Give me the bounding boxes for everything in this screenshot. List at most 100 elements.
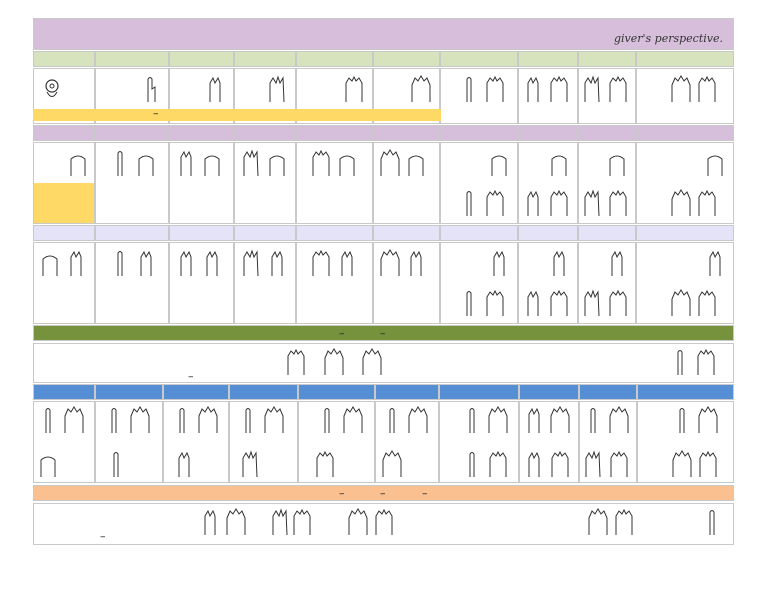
- hand-sign-icon: [671, 189, 691, 217]
- hand-sign-icon: [344, 75, 364, 103]
- hand-sign-icon: [608, 289, 628, 317]
- hand-sign-icon: [264, 406, 284, 434]
- hand-sign-icon: [524, 450, 544, 478]
- hand-sign-icon: [485, 189, 505, 217]
- hand-sign-icon: [267, 249, 287, 277]
- bottom-row: –: [33, 503, 734, 545]
- hand-sign-icon: [524, 406, 544, 434]
- hand-sign-icon: [311, 149, 331, 177]
- peach-section-bar: – – –: [33, 485, 734, 501]
- hand-sign-icon: [411, 75, 431, 103]
- hand-sign-icon: [176, 249, 196, 277]
- hand-sign-icon: [523, 75, 543, 103]
- title-text: giver's perspective.: [613, 32, 723, 45]
- fist-hand-icon: [68, 149, 88, 177]
- hand-sign-icon: [488, 406, 508, 434]
- hand-sign-icon: [462, 406, 482, 434]
- fist-hand-icon: [549, 149, 569, 177]
- hand-sign-icon: [608, 189, 628, 217]
- fist-hand-icon: [136, 149, 156, 177]
- lavender-header-row: [33, 225, 734, 241]
- hand-sign-icon: [130, 406, 150, 434]
- fist-hand-icon: [705, 149, 725, 177]
- hand-sign-icon: [286, 348, 306, 376]
- hand-sign-icon: [462, 450, 482, 478]
- hand-sign-icon: [240, 450, 260, 478]
- yellow-highlight-bar: –: [33, 109, 441, 121]
- plain-row: –: [33, 343, 734, 383]
- mauve-header-row: [33, 125, 734, 141]
- dash-text: –: [422, 487, 428, 500]
- hand-sign-icon: [104, 406, 124, 434]
- fist-hand-icon: [489, 149, 509, 177]
- hand-sign-icon: [337, 249, 357, 277]
- hand-sign-icon: [582, 75, 602, 103]
- olive-section-bar: – –: [33, 325, 734, 341]
- dash-text: –: [153, 109, 159, 120]
- hand-sign-icon: [38, 406, 58, 434]
- hand-sign-icon: [549, 249, 569, 277]
- hand-sign-icon: [485, 289, 505, 317]
- hand-sign-icon: [696, 348, 716, 376]
- hand-sign-icon: [140, 75, 160, 103]
- hand-sign-icon: [200, 508, 220, 536]
- hand-sign-icon: [488, 450, 508, 478]
- dash-text: –: [188, 370, 194, 383]
- hand-sign-icon: [348, 508, 368, 536]
- hand-sign-icon: [382, 450, 402, 478]
- hand-sign-icon: [317, 406, 337, 434]
- hand-sign-icon: [226, 508, 246, 536]
- hand-sign-icon: [362, 348, 382, 376]
- hand-sign-icon: [66, 249, 86, 277]
- hand-sign-icon: [523, 189, 543, 217]
- hand-sign-icon: [583, 450, 603, 478]
- hand-sign-icon: [672, 406, 692, 434]
- row-3: [33, 242, 734, 324]
- hand-sign-icon: [697, 189, 717, 217]
- hand-sign-icon: [588, 508, 608, 536]
- hand-sign-icon: [374, 508, 394, 536]
- hand-sign-icon: [614, 508, 634, 536]
- hand-sign-icon: [64, 406, 84, 434]
- hand-sign-icon: [380, 149, 400, 177]
- hand-sign-icon: [459, 189, 479, 217]
- fist-hand-icon: [38, 450, 58, 478]
- hand-sign-icon: [671, 289, 691, 317]
- hand-sign-icon: [609, 450, 629, 478]
- hand-sign-icon: [110, 249, 130, 277]
- hand-sign-icon: [549, 189, 569, 217]
- hand-sign-icon: [324, 348, 344, 376]
- dash-text: –: [380, 487, 386, 500]
- hand-sign-icon: [705, 249, 725, 277]
- hand-sign-icon: [583, 406, 603, 434]
- hand-sign-icon: [582, 189, 602, 217]
- hand-sign-icon: [609, 406, 629, 434]
- hand-sign-icon: [176, 149, 196, 177]
- hand-sign-icon: [698, 406, 718, 434]
- sign-chart: giver's perspective. –: [33, 18, 734, 548]
- hand-sign-icon: [459, 289, 479, 317]
- ok-hand-icon: [42, 75, 62, 103]
- dash-text: –: [100, 530, 106, 543]
- dash-text: –: [339, 487, 345, 500]
- dash-text: –: [380, 327, 386, 340]
- hand-sign-icon: [550, 406, 570, 434]
- hand-sign-icon: [315, 450, 335, 478]
- title-header: giver's perspective.: [33, 18, 734, 50]
- hand-sign-icon: [698, 450, 718, 478]
- hand-sign-icon: [406, 249, 426, 277]
- hand-sign-icon: [523, 289, 543, 317]
- fist-hand-icon: [202, 149, 222, 177]
- hand-sign-icon: [205, 75, 225, 103]
- hand-sign-icon: [672, 450, 692, 478]
- row-2: [33, 142, 734, 224]
- hand-sign-icon: [608, 75, 628, 103]
- hand-sign-icon: [697, 75, 717, 103]
- hand-sign-icon: [106, 450, 126, 478]
- hand-sign-icon: [549, 289, 569, 317]
- hand-sign-icon: [550, 450, 570, 478]
- hand-sign-icon: [549, 75, 569, 103]
- row-4: [33, 401, 734, 483]
- fist-hand-icon: [337, 149, 357, 177]
- hand-sign-icon: [136, 249, 156, 277]
